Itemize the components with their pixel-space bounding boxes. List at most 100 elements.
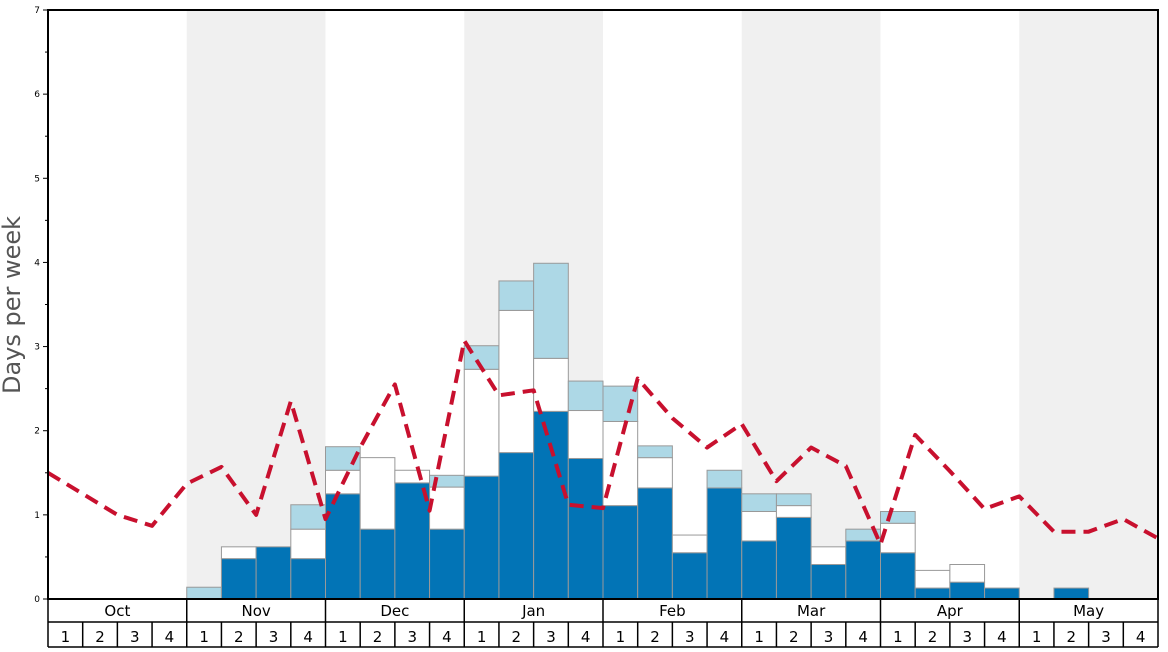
month-label: Nov bbox=[241, 602, 270, 620]
y-tick-label: 6 bbox=[34, 90, 40, 100]
plot-frame bbox=[47, 9, 1159, 600]
bar-segment bbox=[325, 493, 361, 600]
week-label: 2 bbox=[234, 628, 244, 646]
bar-segment bbox=[567, 457, 604, 600]
week-label: 3 bbox=[269, 628, 279, 646]
month-label: May bbox=[1073, 602, 1104, 620]
week-label: 1 bbox=[616, 628, 626, 646]
week-label: 3 bbox=[824, 628, 834, 646]
month-band bbox=[186, 10, 326, 599]
bar-segment bbox=[429, 528, 465, 600]
bar-segment bbox=[255, 546, 292, 600]
bar-segment bbox=[775, 493, 812, 507]
week-label: 4 bbox=[581, 628, 591, 646]
week-label: 1 bbox=[338, 628, 348, 646]
bar-segment bbox=[845, 540, 881, 600]
bar-segment bbox=[220, 558, 257, 600]
y-tick-label: 3 bbox=[34, 343, 40, 353]
week-label: 3 bbox=[546, 628, 556, 646]
y-tick-label: 7 bbox=[34, 6, 40, 16]
week-label: 1 bbox=[199, 628, 209, 646]
week-label: 3 bbox=[962, 628, 972, 646]
y-axis: 0 1 2 3 4 5 6 7 bbox=[34, 6, 48, 605]
bar-segment bbox=[1053, 587, 1090, 600]
week-label: 1 bbox=[1032, 628, 1042, 646]
bar-segment bbox=[880, 552, 916, 600]
week-label: 4 bbox=[165, 628, 175, 646]
bar-segment bbox=[880, 510, 916, 524]
week-label: 1 bbox=[754, 628, 764, 646]
y-tick-label: 4 bbox=[34, 258, 40, 268]
month-label: Jan bbox=[521, 602, 545, 620]
bar-segment bbox=[949, 564, 986, 583]
bar-segment bbox=[463, 475, 500, 600]
week-label: 4 bbox=[858, 628, 868, 646]
week-label: 2 bbox=[789, 628, 799, 646]
bar-segment bbox=[741, 510, 777, 542]
month-band bbox=[1019, 10, 1158, 599]
bar-segment bbox=[810, 546, 847, 566]
bar-segment bbox=[533, 262, 569, 359]
bar-segment bbox=[775, 516, 812, 600]
bar-segment bbox=[567, 410, 604, 459]
trend-line-path bbox=[46, 338, 1159, 547]
bar-segment bbox=[602, 505, 639, 600]
bar-segment bbox=[394, 469, 431, 484]
week-label: 4 bbox=[997, 628, 1007, 646]
bar-segment bbox=[498, 309, 535, 454]
week-label: 3 bbox=[685, 628, 695, 646]
week-label: 2 bbox=[650, 628, 660, 646]
month-label: Oct bbox=[104, 602, 130, 620]
bar-segment bbox=[498, 280, 535, 311]
bar-segment bbox=[810, 564, 847, 600]
y-axis-label: Days per week bbox=[0, 216, 26, 394]
week-label: 1 bbox=[893, 628, 903, 646]
bar-segment bbox=[671, 552, 708, 600]
bar-segment bbox=[637, 487, 673, 600]
bar-segment bbox=[914, 569, 951, 589]
week-label: 2 bbox=[512, 628, 522, 646]
week-label: 4 bbox=[1136, 628, 1146, 646]
y-tick-label: 0 bbox=[34, 595, 40, 605]
x-axis: Oct Nov Dec Jan Feb Mar Apr May 1 2 3 4 1 2 3 4 1 2 3 4 1 2 3 4… bbox=[47, 599, 1159, 648]
bar-segment bbox=[429, 486, 465, 530]
y-tick-label: 1 bbox=[34, 511, 40, 521]
bar-segment bbox=[637, 445, 673, 459]
y-tick-label: 2 bbox=[34, 427, 40, 437]
bar-segment bbox=[671, 534, 708, 554]
bar-segment bbox=[637, 457, 673, 489]
month-label: Feb bbox=[659, 602, 686, 620]
week-label: 4 bbox=[442, 628, 452, 646]
bar-segment bbox=[290, 558, 326, 600]
bar-segment bbox=[706, 469, 743, 489]
bar-segment bbox=[880, 522, 916, 554]
week-label: 3 bbox=[1101, 628, 1111, 646]
bar-segment bbox=[533, 410, 569, 600]
week-label: 2 bbox=[373, 628, 383, 646]
week-label: 1 bbox=[477, 628, 487, 646]
week-label: 1 bbox=[61, 628, 71, 646]
bar-segment bbox=[984, 587, 1020, 600]
bars bbox=[186, 262, 1090, 600]
week-label: 2 bbox=[95, 628, 105, 646]
month-label: Mar bbox=[797, 602, 826, 620]
bar-segment bbox=[949, 581, 986, 600]
bar-segment bbox=[186, 586, 222, 600]
month-label: Apr bbox=[937, 602, 964, 620]
bar-segment bbox=[914, 587, 951, 600]
bar-segment bbox=[775, 505, 812, 518]
y-tick-label: 5 bbox=[34, 174, 40, 184]
month-label: Dec bbox=[380, 602, 409, 620]
bar-segment bbox=[290, 528, 326, 560]
bar-segment bbox=[394, 482, 431, 600]
bar-segment bbox=[567, 380, 604, 412]
week-label: 4 bbox=[303, 628, 313, 646]
trend-line bbox=[46, 338, 1159, 547]
bar-segment bbox=[359, 457, 396, 530]
week-label: 3 bbox=[407, 628, 417, 646]
bar-segment bbox=[220, 546, 257, 560]
bar-segment bbox=[359, 528, 396, 600]
week-label: 2 bbox=[928, 628, 938, 646]
